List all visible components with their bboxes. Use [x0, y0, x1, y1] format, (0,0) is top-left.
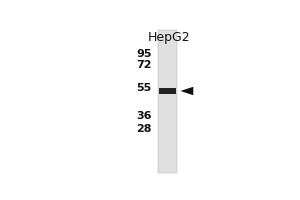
Text: 95: 95 — [136, 49, 152, 59]
Text: 28: 28 — [136, 124, 152, 134]
Text: 55: 55 — [136, 83, 152, 93]
Text: HepG2: HepG2 — [148, 31, 190, 44]
Polygon shape — [181, 87, 193, 95]
Bar — [158, 30, 177, 173]
Text: 36: 36 — [136, 111, 152, 121]
Bar — [159, 88, 176, 94]
Text: 72: 72 — [136, 60, 152, 70]
